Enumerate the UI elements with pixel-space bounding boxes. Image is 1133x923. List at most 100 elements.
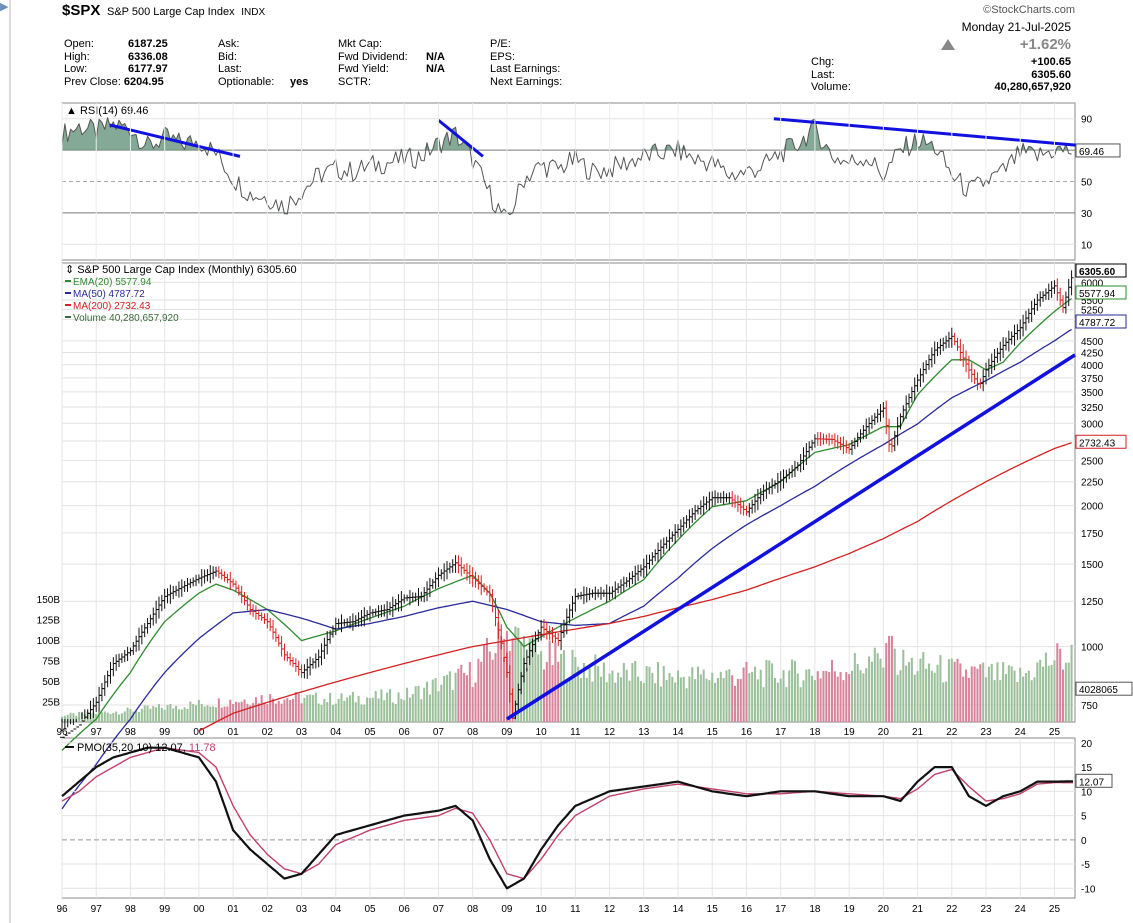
volume-bar (822, 670, 825, 722)
volume-bar (160, 707, 163, 722)
volume-bar (163, 709, 166, 722)
volume-bar (642, 682, 645, 722)
volume-bar (189, 701, 192, 722)
volume-bar (554, 642, 557, 722)
volume-bar (708, 680, 711, 722)
symbol: $SPX (62, 2, 101, 19)
volume-bar (662, 665, 665, 722)
volume-bar (791, 659, 794, 722)
volume-bar (1033, 677, 1036, 722)
volume-bar (736, 678, 739, 722)
pmo-x-tick-label: 07 (433, 904, 445, 915)
quote-col-change: Chg: +100.65 Last: 6305.60 Volume: 40,280,6… (811, 56, 1071, 93)
price-x-tick-label: 07 (433, 727, 445, 738)
volume-bar (574, 656, 577, 722)
price-tick-label: 5250 (1081, 306, 1104, 317)
volume-bar (329, 692, 332, 722)
volume-bar (762, 687, 765, 722)
volume-bar (246, 703, 249, 722)
pmo-x-tick-label: 09 (501, 904, 513, 915)
change-percent: +1.62% (1019, 36, 1071, 53)
volume-bar (962, 676, 965, 722)
volume-bar (129, 708, 132, 722)
volume-bar (380, 689, 383, 722)
volume-bar (540, 651, 543, 722)
volume-bar (311, 694, 314, 722)
volume-bar (1013, 670, 1016, 722)
volume-bar (514, 626, 517, 722)
volume-bar (480, 661, 483, 722)
volume-bar (651, 672, 654, 722)
volume-bar (816, 671, 819, 722)
price-x-tick-label: 25 (1049, 727, 1061, 738)
stockcharts-logo[interactable]: ©StockCharts.com (983, 4, 1075, 16)
volume-bar (98, 711, 101, 722)
volume-bar (1002, 662, 1005, 722)
price-tick-label: 1250 (1081, 597, 1104, 608)
price-tick-label: 3750 (1081, 374, 1104, 385)
volume-bar (565, 680, 568, 722)
volume-bar (243, 699, 246, 722)
volume-bar (468, 662, 471, 722)
volume-bar (788, 670, 791, 722)
price-x-tick-label: 96 (56, 727, 68, 738)
volume-bar (195, 705, 198, 722)
volume-bar (115, 711, 118, 722)
pmo-x-tick-label: 01 (228, 904, 240, 915)
volume-bar (388, 689, 391, 722)
pmo-panel (61, 737, 1076, 899)
pmo-x-tick-label: 21 (912, 904, 924, 915)
volume-bar (625, 669, 628, 722)
volume-bar (685, 688, 688, 722)
volume-bar (819, 678, 822, 722)
volume-bar (862, 673, 865, 722)
volume-bar (391, 702, 394, 722)
volume-bar (414, 686, 417, 722)
volume-bar (126, 707, 129, 722)
legend-entry: EMA(20) 5577.94 (73, 277, 152, 288)
volume-bar (474, 682, 477, 722)
price-tick-label: 1000 (1081, 643, 1104, 654)
price-x-tick-label: 09 (501, 727, 513, 738)
pmo-tick-label: 0 (1081, 836, 1087, 847)
volume-bar (631, 663, 634, 722)
up-triangle-icon (941, 39, 955, 50)
pmo-x-tick-label: 96 (56, 904, 68, 915)
volume-bar (463, 672, 466, 722)
pmo-tick-label: 5 (1081, 812, 1087, 823)
volume-bar (123, 711, 126, 722)
volume-bar (180, 709, 183, 722)
volume-bar (183, 707, 186, 722)
volume-bar (793, 661, 796, 722)
price-x-tick-label: 13 (638, 727, 650, 738)
volume-bar (394, 703, 397, 722)
price-value-label: 5577.94 (1079, 289, 1116, 300)
volume-bar (537, 654, 540, 722)
price-tick-label: 6000 (1081, 278, 1104, 289)
volume-bar (451, 690, 454, 722)
volume-bar (802, 680, 805, 722)
pmo-x-tick-label: 15 (707, 904, 719, 915)
pmo-value-label: 12.07 (1079, 777, 1104, 788)
volume-bar (448, 671, 451, 722)
volume-bar (106, 712, 109, 722)
volume-bar (882, 667, 885, 722)
volume-bar (617, 672, 620, 722)
volume-bar (200, 703, 203, 722)
volume-bar (155, 707, 158, 722)
volume-bar (440, 684, 443, 722)
volume-bar (714, 682, 717, 722)
volume-bar (443, 675, 446, 722)
volume-bar (585, 677, 588, 722)
volume-bar (360, 704, 363, 722)
volume-bar (494, 653, 497, 722)
price-tick-label: 3500 (1081, 388, 1104, 399)
legend-entry: Volume 40,280,657,920 (73, 313, 179, 324)
panel-expand-icon[interactable]: ▶ (0, 1, 9, 13)
pmo-x-tick-label: 23 (980, 904, 992, 915)
volume-bar (993, 680, 996, 722)
pmo-x-tick-label: 08 (467, 904, 479, 915)
volume-bar (368, 698, 372, 722)
volume-bar (157, 704, 160, 722)
